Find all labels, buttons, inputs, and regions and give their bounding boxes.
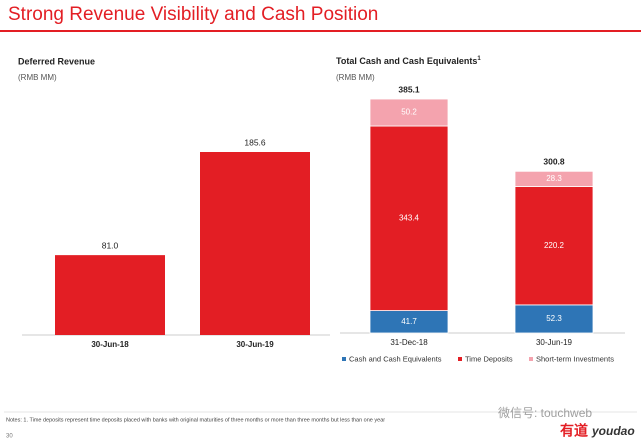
footnote: Notes: 1. Time deposits represent time d…	[6, 417, 385, 423]
bar-segment	[369, 125, 449, 311]
footnote-marker: 1	[477, 56, 481, 62]
segment-label: 52.3	[546, 314, 562, 323]
segment-label: 220.2	[544, 241, 565, 250]
segment-label: 41.7	[401, 317, 417, 326]
bar-segment	[514, 186, 594, 306]
chart-subtitle: (RMB MM)	[18, 73, 57, 82]
segment-label: 50.2	[401, 108, 417, 117]
watermark: 微信号: touchweb	[498, 406, 592, 420]
legend-swatch	[458, 357, 462, 361]
value-label: 185.6	[244, 137, 266, 147]
legend-label: Short-term Investments	[536, 354, 614, 363]
segment-label: 343.4	[399, 213, 420, 222]
bar	[200, 152, 310, 335]
total-label: 385.1	[398, 84, 420, 94]
x-tick-label: 30-Jun-18	[91, 340, 129, 349]
chart-title: Total Cash and Cash Equivalents1	[336, 56, 481, 67]
value-label: 81.0	[102, 240, 119, 250]
x-tick-label: 30-Jun-19	[236, 340, 274, 349]
legend-label: Time Deposits	[465, 354, 513, 363]
bar	[55, 255, 165, 335]
legend-label: Cash and Cash Equivalents	[349, 354, 442, 363]
x-tick-label: 31-Dec-18	[390, 338, 428, 347]
chart-title-text: Total Cash and Cash Equivalents	[336, 56, 477, 66]
chart-title: Deferred Revenue	[18, 56, 95, 66]
total-label: 300.8	[543, 157, 565, 167]
slide-title: Strong Revenue Visibility and Cash Posit…	[8, 4, 378, 25]
watermark-logo-text: youdao	[591, 424, 635, 438]
segment-label: 28.3	[546, 174, 562, 183]
chart-subtitle: (RMB MM)	[336, 73, 375, 82]
watermark-logo: 有道	[560, 423, 588, 439]
page-number: 30	[6, 434, 13, 440]
bar-segment	[369, 98, 449, 127]
legend-swatch	[529, 357, 533, 361]
x-tick-label: 30-Jun-19	[536, 338, 573, 347]
bar-segment	[514, 170, 594, 187]
legend-swatch	[342, 357, 346, 361]
